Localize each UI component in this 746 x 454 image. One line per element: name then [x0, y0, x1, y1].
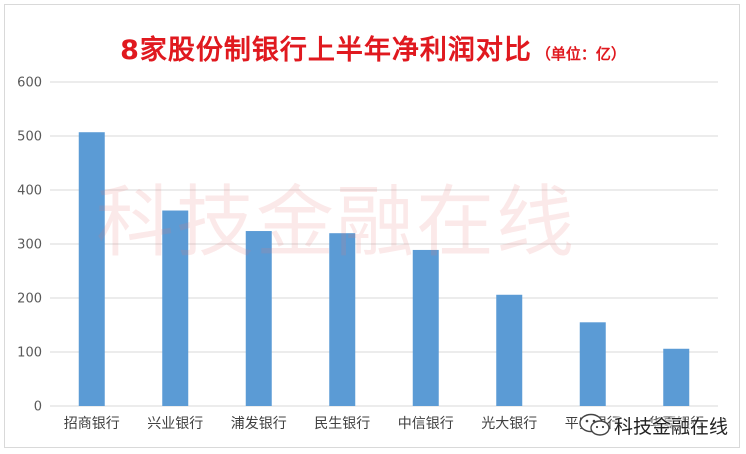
- x-tick-label: 平安银行: [565, 416, 621, 432]
- chart-title-unit: （单位：亿）: [535, 45, 626, 63]
- y-tick-label: 600: [17, 76, 42, 91]
- chart-title-wrap: 8家股份制银行上半年净利润对比 （单位：亿）: [0, 28, 746, 67]
- y-tick-label: 400: [17, 184, 42, 199]
- x-tick-label: 中信银行: [398, 416, 454, 432]
- y-tick-label: 0: [34, 400, 42, 415]
- x-tick-label: 招商银行: [64, 416, 120, 432]
- gridlines: [50, 81, 718, 407]
- bar: [245, 231, 272, 406]
- bar: [162, 210, 189, 406]
- bar: [496, 294, 523, 406]
- x-tick-label: 浦发银行: [231, 416, 287, 432]
- bar: [663, 348, 690, 406]
- y-tick-label: 200: [17, 292, 42, 307]
- chart-title: 8家股份制银行上半年净利润对比: [120, 35, 532, 66]
- y-axis-ticks: 0 100 200 300 400 500 600: [17, 76, 42, 415]
- bar: [78, 132, 105, 406]
- y-tick-label: 300: [17, 238, 42, 253]
- bar: [412, 249, 439, 406]
- bars: [78, 132, 690, 406]
- chart-frame: [4, 4, 740, 448]
- bar: [329, 233, 356, 406]
- x-tick-label: 光大银行: [481, 416, 537, 432]
- y-tick-label: 100: [17, 346, 42, 361]
- x-tick-label: 华夏银行: [648, 416, 704, 432]
- bar: [579, 322, 606, 406]
- x-tick-label: 兴业银行: [147, 416, 203, 432]
- x-tick-label: 民生银行: [314, 416, 370, 432]
- y-tick-label: 500: [17, 130, 42, 145]
- x-axis-ticks: 招商银行 兴业银行 浦发银行 民生银行 中信银行 光大银行 平安银行 华夏银行: [64, 416, 705, 432]
